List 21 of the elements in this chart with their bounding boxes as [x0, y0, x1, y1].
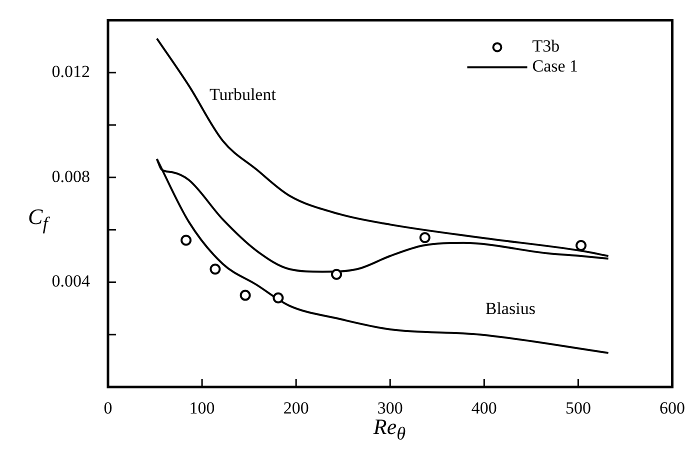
x-tick-label: 200: [283, 398, 309, 418]
y-axis-title: C$_{f}$: [28, 204, 48, 234]
x-tick-label: 500: [565, 398, 591, 418]
point: [210, 264, 221, 275]
point: [419, 232, 430, 244]
annotation: Blasius: [485, 299, 536, 318]
point: [240, 290, 251, 301]
x-tick-label: 400: [471, 398, 497, 418]
y-tick-label: 0.008: [52, 166, 90, 186]
x-tick-label: 100: [189, 398, 215, 418]
y-tick-label: 0.012: [52, 62, 90, 82]
point: [272, 292, 284, 304]
x-tick-label: 0: [104, 398, 112, 418]
annotation: Turbulent: [210, 85, 276, 104]
legend-label: T3b: [532, 36, 560, 56]
point: [331, 268, 342, 280]
y-tick-label: 0.004: [52, 272, 90, 291]
point: [180, 234, 192, 246]
point: [576, 240, 587, 252]
x-tick-label: 600: [660, 398, 685, 418]
legend-label: Case 1: [532, 56, 578, 76]
